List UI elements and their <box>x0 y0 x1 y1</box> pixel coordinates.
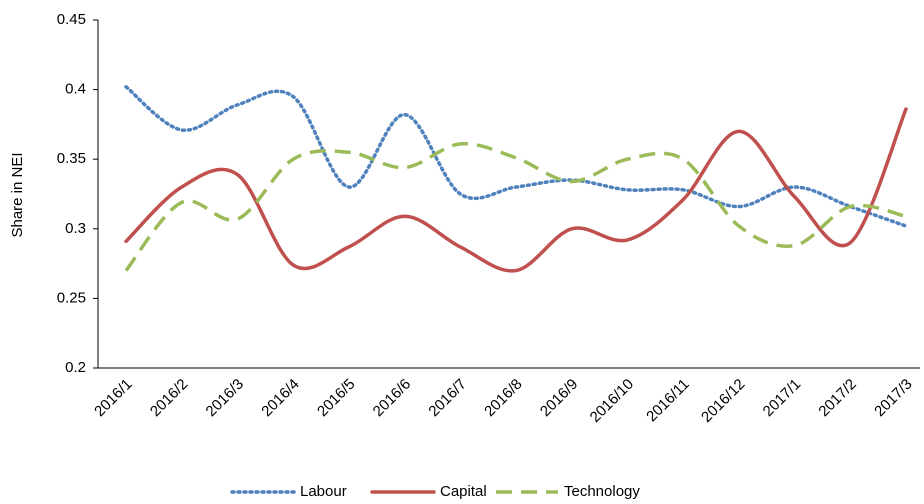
x-tick-label: 2016/6 <box>370 376 414 420</box>
series-line <box>124 142 907 272</box>
x-tick-label: 2017/2 <box>815 376 859 420</box>
y-tick-label: 0.2 <box>65 359 86 376</box>
x-tick-label: 2016/2 <box>147 376 191 420</box>
legend-label: Technology <box>564 483 640 500</box>
y-tick-label: 0.45 <box>57 11 86 28</box>
x-tick-label: 2016/9 <box>537 376 581 420</box>
y-tick-label: 0.3 <box>65 220 86 237</box>
x-tick-label: 2016/5 <box>314 376 358 420</box>
x-tick-label: 2016/7 <box>425 376 469 420</box>
y-tick-label: 0.35 <box>57 150 86 167</box>
series-line <box>124 107 908 273</box>
y-tick-label: 0.4 <box>65 81 86 98</box>
x-tick-label: 2016/10 <box>587 376 637 426</box>
x-tick-label: 2016/12 <box>698 376 748 426</box>
x-tick-label: 2017/3 <box>871 376 915 420</box>
x-tick-label: 2017/1 <box>760 376 804 420</box>
y-axis-title: Share in NEI <box>9 152 26 237</box>
legend-label: Labour <box>300 483 347 500</box>
series-line <box>124 85 908 228</box>
x-tick-label: 2016/4 <box>258 376 302 420</box>
legend-label: Capital <box>440 483 487 500</box>
x-tick-label: 2016/3 <box>203 376 247 420</box>
x-tick-label: 2016/11 <box>643 376 693 426</box>
x-tick-label: 2016/1 <box>91 376 135 420</box>
x-tick-label: 2016/8 <box>481 376 525 420</box>
y-tick-label: 0.25 <box>57 289 86 306</box>
